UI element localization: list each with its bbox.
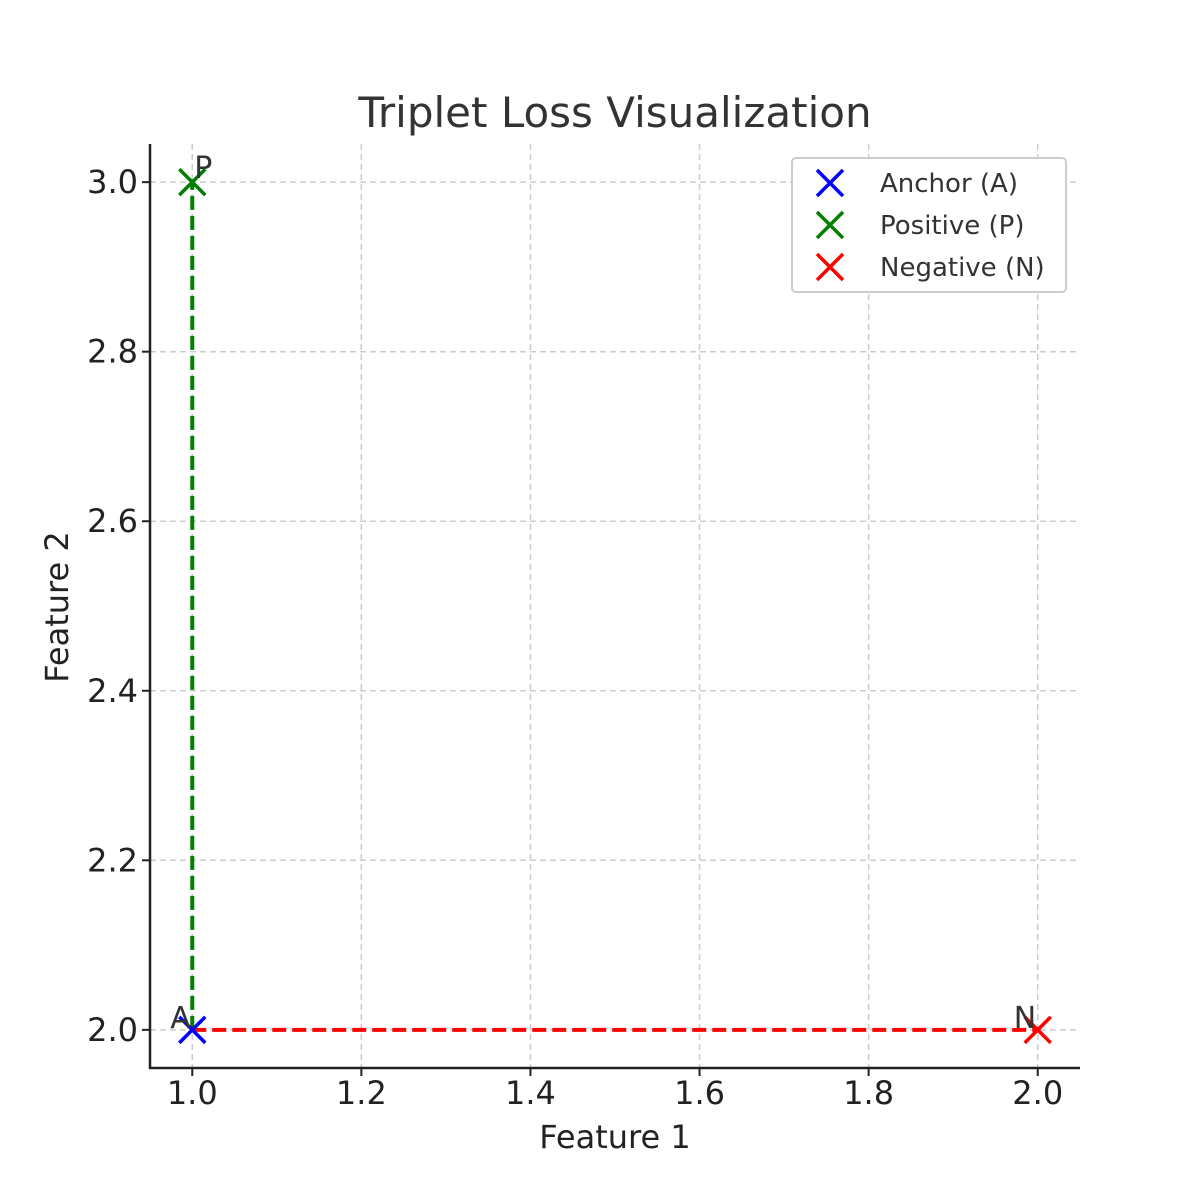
y-tick-label: 2.2 [87,841,138,879]
y-tick-label: 2.6 [87,502,138,540]
point-label-p: P [194,151,212,186]
x-axis-label: Feature 1 [539,1118,690,1156]
legend-marker [815,210,845,240]
y-tick-label: 2.8 [87,333,138,371]
y-tick-label: 3.0 [87,163,138,201]
point-label-a: A [170,1001,191,1036]
legend-entry: Negative (N) [880,253,1045,283]
connector-lines [190,182,1038,1032]
x-tick-label: 1.8 [843,1074,894,1112]
legend-entry: Positive (P) [880,211,1024,241]
legend-box [791,157,1067,293]
data-points: A P N [170,151,1052,1045]
legend-entry: Anchor (A) [880,169,1018,199]
axis-spines [148,144,1080,1070]
point-a [178,1015,207,1045]
x-tick-label: 1.0 [167,1074,218,1112]
x-tick-label: 1.2 [336,1074,387,1112]
y-tick-label: 2.0 [87,1011,138,1049]
legend-marker [815,168,845,198]
grid [150,144,1080,1068]
axes [148,144,1080,1070]
legend-marker [815,252,845,282]
legend: Anchor (A) Positive (P) Negative (N) [791,157,1067,293]
y-axis-label: Feature 2 [38,531,76,682]
x-tick-label: 1.6 [674,1074,725,1112]
point-n [1023,1015,1052,1045]
x-tick-label: 1.4 [505,1074,556,1112]
x-tick-label: 2.0 [1012,1074,1063,1112]
point-label-n: N [1014,1001,1036,1036]
ticks: 1.0 1.2 1.4 1.6 1.8 2.0 2.0 2.2 2.4 2.6 2.8 3.0 [87,163,1063,1112]
chart-title: Triplet Loss Visualization [357,88,871,137]
y-tick-label: 2.4 [87,672,138,710]
point-p [178,167,207,197]
